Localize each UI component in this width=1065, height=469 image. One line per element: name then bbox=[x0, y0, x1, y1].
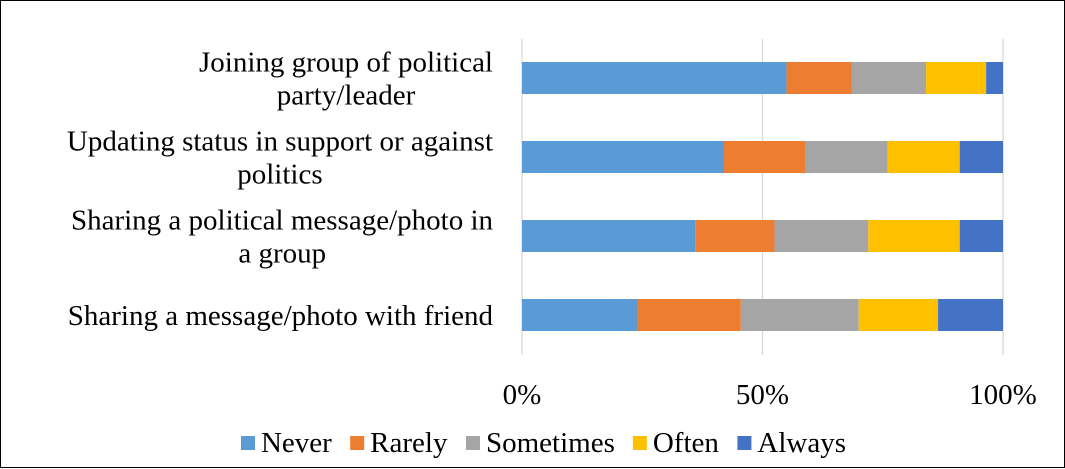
bar-sometimes-2 bbox=[774, 220, 869, 252]
bar-often-3 bbox=[858, 299, 939, 331]
bar-rarely-2 bbox=[695, 220, 775, 252]
bar-never-3 bbox=[522, 299, 638, 331]
bar-rarely-3 bbox=[637, 299, 741, 331]
bar-often-2 bbox=[868, 220, 960, 252]
x-tick-label-1: 50% bbox=[736, 379, 789, 411]
bar-always-0 bbox=[986, 62, 1003, 94]
x-tick-label-2: 100% bbox=[969, 379, 1037, 411]
legend-item-sometimes: Sometimes bbox=[465, 427, 615, 459]
legend-swatch-never bbox=[240, 436, 255, 450]
bar-sometimes-0 bbox=[851, 62, 927, 94]
category-label-1-line-0: Updating status in support or against bbox=[67, 126, 493, 158]
legend-item-never: Never bbox=[240, 427, 332, 459]
category-label-3-line-0: Sharing a message/photo with friend bbox=[68, 300, 494, 332]
category-label-0-line-1: party/leader bbox=[277, 80, 416, 112]
legend-item-always: Always bbox=[737, 427, 846, 459]
bar-rarely-0 bbox=[786, 62, 852, 94]
bar-sometimes-3 bbox=[740, 299, 859, 331]
bar-always-2 bbox=[959, 220, 1003, 252]
legend-swatch-sometimes bbox=[465, 436, 480, 450]
legend-swatch-always bbox=[737, 436, 752, 450]
legend-label-always: Always bbox=[757, 427, 846, 459]
legend-label-sometimes: Sometimes bbox=[486, 427, 615, 459]
legend-item-often: Often bbox=[632, 427, 720, 459]
bar-never-2 bbox=[522, 220, 696, 252]
bar-never-1 bbox=[522, 141, 725, 173]
legend-item-rarely: Rarely bbox=[350, 427, 448, 459]
bar-sometimes-1 bbox=[805, 141, 888, 173]
bar-rarely-1 bbox=[724, 141, 806, 173]
bar-always-1 bbox=[959, 141, 1003, 173]
category-label-2-line-0: Sharing a political message/photo in bbox=[71, 205, 494, 237]
legend-swatch-often bbox=[632, 436, 647, 450]
bar-often-1 bbox=[887, 141, 960, 173]
x-tick-label-0: 0% bbox=[503, 379, 542, 411]
category-label-2-line-1: a group bbox=[238, 238, 326, 270]
legend-label-often: Often bbox=[653, 427, 720, 459]
category-label-0-line-0: Joining group of political bbox=[199, 47, 493, 79]
legend-label-rarely: Rarely bbox=[370, 427, 448, 459]
bar-always-3 bbox=[938, 299, 1003, 331]
legend-label-never: Never bbox=[261, 427, 332, 459]
bar-never-0 bbox=[522, 62, 787, 94]
legend-swatch-rarely bbox=[350, 436, 365, 450]
category-label-1-line-1: politics bbox=[237, 159, 322, 191]
bar-often-0 bbox=[926, 62, 987, 94]
